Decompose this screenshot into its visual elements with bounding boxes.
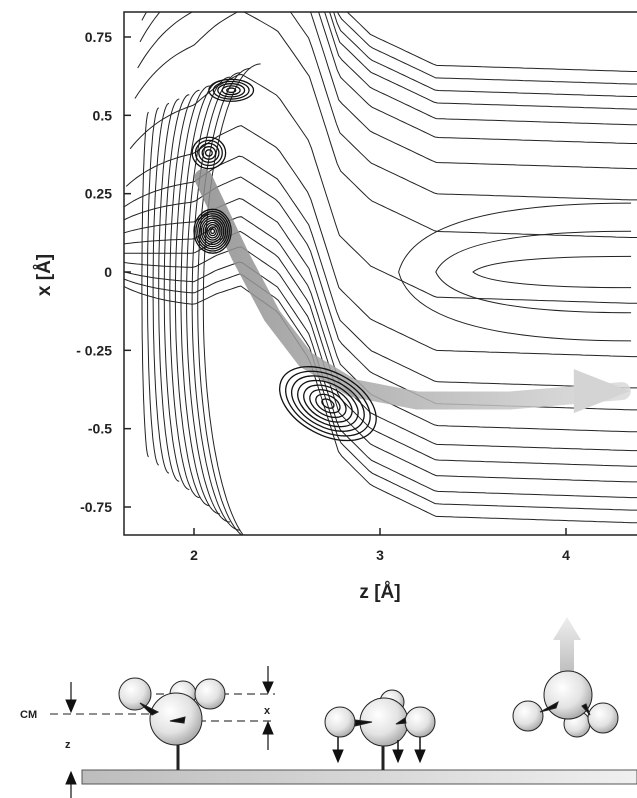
density-contour	[200, 217, 225, 246]
potential-contour-line	[134, 12, 637, 238]
density-contour	[201, 146, 217, 160]
potential-contour-closed	[472, 255, 632, 289]
density-contours	[191, 78, 377, 442]
density-contour	[278, 366, 377, 442]
potential-contour-line	[141, 12, 637, 144]
potential-contour-line	[346, 12, 637, 72]
density-contour	[206, 224, 219, 239]
surface-bar	[81, 769, 637, 785]
density-contour	[226, 87, 237, 94]
density-contour	[285, 370, 371, 437]
potential-contour-wall	[174, 85, 210, 507]
y-tick-label: 0.25	[85, 186, 112, 202]
plot-frame	[123, 11, 637, 536]
contour-plot: 0.75 0.5 0.25 0 - 0.25 -0.5 -0.75 2 3 4 z [Å] x […	[34, 11, 637, 603]
density-contour	[191, 136, 227, 170]
density-contour	[309, 389, 347, 419]
potential-contour-wall	[197, 67, 251, 535]
potential-contour-wall	[186, 76, 231, 523]
density-contour	[198, 142, 220, 163]
x-dimension-arrows	[130, 666, 275, 750]
upward-arrow	[553, 617, 581, 672]
potential-contour-line	[124, 285, 637, 524]
density-contour	[197, 213, 229, 250]
potential-contour-line	[124, 246, 637, 483]
density-contour	[208, 226, 217, 237]
potential-contour-wall	[163, 94, 190, 490]
reaction-path-head	[573, 369, 630, 414]
potential-contour-wall	[169, 89, 200, 499]
density-contour	[315, 393, 341, 414]
potential-contour-line	[125, 125, 637, 358]
potential-contour-line	[324, 12, 637, 126]
potential-contour-wall	[180, 81, 220, 515]
density-contour	[198, 215, 227, 248]
potential-contour-line	[333, 12, 637, 97]
potential-contour-line	[337, 12, 637, 85]
density-contour	[208, 78, 255, 102]
density-contour	[217, 83, 246, 98]
molecule-initial	[118, 677, 226, 770]
potential-contour-line	[124, 230, 637, 467]
reaction-path-arrow	[194, 169, 631, 414]
x-label: x	[264, 705, 271, 717]
x-tick-label: 2	[190, 547, 198, 563]
axes: 0.75 0.5 0.25 0 - 0.25 -0.5 -0.75 2 3 4	[76, 11, 637, 563]
density-contour	[321, 398, 335, 409]
potential-contour-line	[139, 12, 637, 170]
potential-contour-closed	[398, 202, 632, 342]
potential-contour-wall	[147, 107, 160, 466]
molecule-intermediate	[324, 689, 436, 770]
potential-contour-wall	[141, 111, 149, 458]
potential-contour-wall	[158, 98, 180, 482]
x-tick-label: 3	[376, 547, 384, 563]
potential-contour-line	[329, 12, 637, 110]
density-contour	[297, 379, 359, 428]
density-contour	[193, 208, 232, 254]
potential-contours	[124, 12, 637, 535]
molecule-desorbed	[512, 617, 619, 738]
potential-contour-line	[137, 12, 637, 201]
y-tick-label: -0.5	[88, 421, 112, 437]
potential-contour-line	[124, 261, 637, 499]
density-contour	[202, 219, 223, 243]
y-tick-label: 0	[104, 264, 112, 280]
density-contour	[210, 228, 216, 235]
potential-contour-wall	[191, 72, 241, 531]
y-tick-label: -0.75	[80, 499, 112, 515]
cm-label: CM	[20, 709, 37, 721]
potential-contour-line	[124, 216, 637, 452]
density-contour	[221, 85, 241, 96]
potential-contour-line	[124, 176, 637, 411]
z-dimension-arrows	[65, 682, 77, 798]
potential-contour-line	[124, 273, 637, 511]
density-contour	[204, 149, 213, 157]
molecule-schematic: CM z x	[20, 617, 637, 798]
density-contour	[291, 375, 365, 432]
y-axis-title: x [Å]	[34, 254, 55, 296]
y-tick-label: 0.5	[93, 107, 113, 123]
x-axis-title: z [Å]	[359, 582, 400, 603]
reaction-path-shaft	[194, 169, 631, 410]
z-label: z	[65, 739, 71, 751]
x-tick-label: 4	[562, 547, 570, 563]
downward-arrows	[332, 737, 426, 764]
density-contour	[194, 139, 223, 167]
potential-contour-wall	[152, 102, 170, 474]
potential-contour-closed	[435, 230, 632, 314]
density-contour	[303, 384, 353, 423]
density-contour	[195, 210, 230, 252]
y-tick-label: 0.75	[85, 29, 112, 45]
potential-contour-wall	[202, 63, 261, 535]
density-contour	[204, 221, 221, 241]
y-tick-label: - 0.25	[76, 342, 112, 358]
density-contour	[212, 80, 250, 100]
